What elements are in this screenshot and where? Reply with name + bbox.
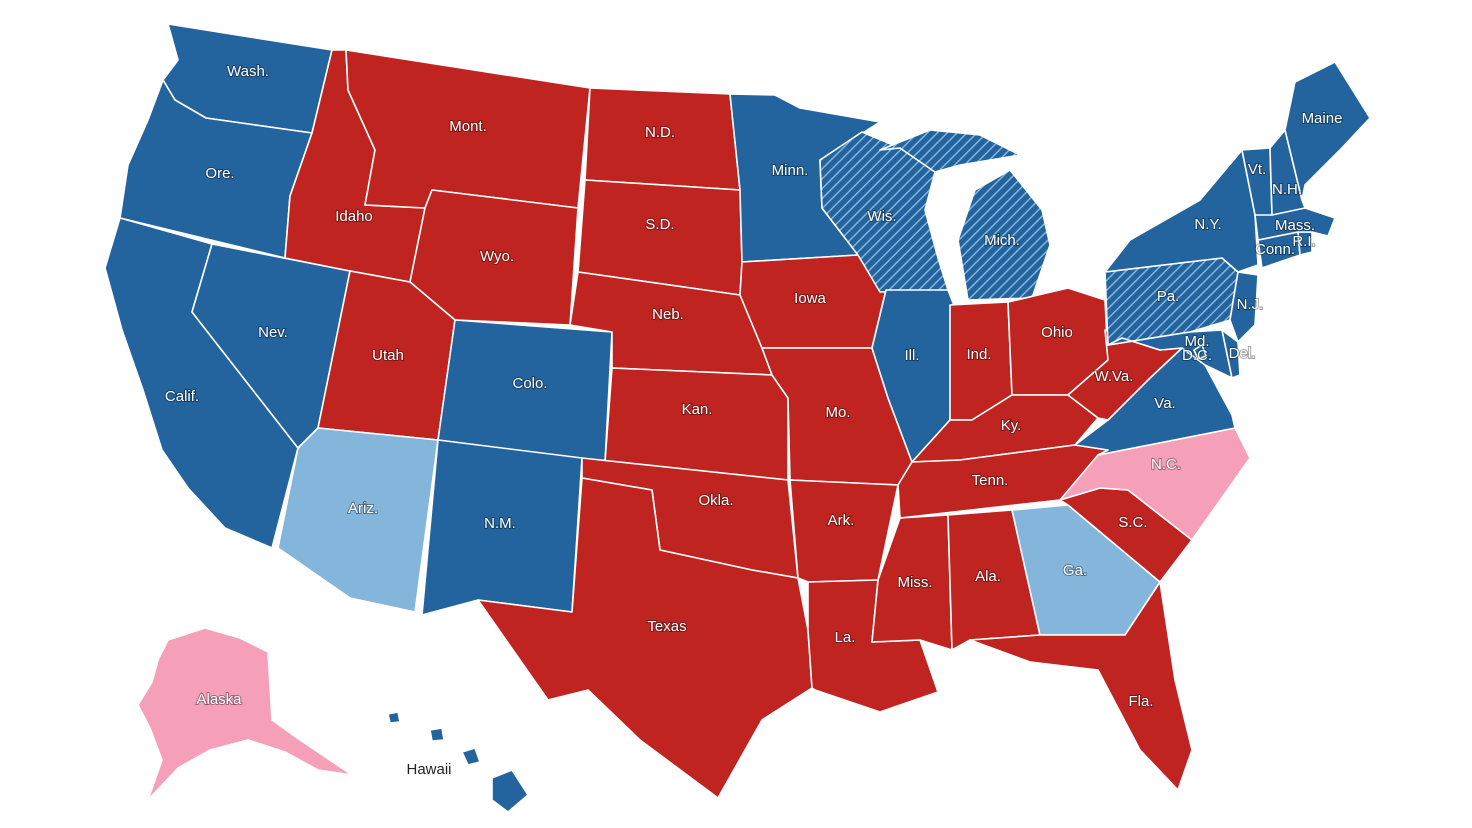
label-mn: Minn.	[772, 162, 809, 179]
state-nj[interactable]	[1229, 271, 1259, 343]
label-ms: Miss.	[898, 574, 933, 591]
label-ut: Utah	[372, 347, 404, 364]
label-ne: Neb.	[652, 306, 684, 323]
state-me[interactable]	[1284, 61, 1371, 201]
label-or: Ore.	[205, 165, 234, 182]
label-vt: Vt.	[1248, 161, 1266, 178]
label-ak: Alaska	[196, 691, 242, 708]
state-az[interactable]	[277, 427, 439, 613]
state-wi[interactable]	[819, 131, 949, 293]
label-co: Colo.	[512, 375, 547, 392]
state-hi-kauai[interactable]	[387, 711, 401, 724]
label-ny: N.Y.	[1194, 216, 1221, 233]
label-hi: Hawaii	[406, 761, 451, 778]
state-tx[interactable]	[477, 477, 813, 799]
state-ar[interactable]	[789, 479, 899, 583]
label-sd: S.D.	[645, 216, 674, 233]
label-wv: W.Va.	[1095, 368, 1134, 385]
label-pa: Pa.	[1157, 288, 1180, 305]
label-tn: Tenn.	[972, 472, 1009, 489]
label-va: Va.	[1154, 395, 1175, 412]
label-wy: Wyo.	[480, 248, 514, 265]
label-dc: D.C.	[1182, 347, 1212, 364]
state-nh[interactable]	[1269, 129, 1306, 216]
state-mi[interactable]	[957, 169, 1051, 301]
state-dc[interactable]	[1193, 344, 1207, 360]
state-ak[interactable]	[137, 627, 353, 801]
label-ky: Ky.	[1001, 417, 1022, 434]
state-ma[interactable]	[1254, 207, 1336, 241]
label-me: Maine	[1302, 110, 1343, 127]
state-ny[interactable]	[1104, 149, 1259, 273]
label-ct: Conn.	[1255, 241, 1295, 258]
state-fl[interactable]	[969, 581, 1193, 791]
label-il: Ill.	[905, 347, 920, 364]
label-de: Del.	[1229, 345, 1256, 362]
label-la: La.	[835, 629, 856, 646]
label-id: Idaho	[335, 208, 373, 225]
state-hi[interactable]	[491, 769, 529, 813]
label-al: Ala.	[975, 568, 1001, 585]
label-nj: N.J.	[1237, 296, 1264, 313]
label-ma: Mass.	[1275, 217, 1315, 234]
label-mo: Mo.	[825, 404, 850, 421]
state-ks[interactable]	[604, 367, 789, 481]
label-oh: Ohio	[1041, 324, 1073, 341]
label-sc: S.C.	[1118, 514, 1147, 531]
label-wi: Wis.	[867, 208, 896, 225]
state-de[interactable]	[1221, 329, 1241, 379]
label-ok: Okla.	[698, 492, 733, 509]
label-ks: Kan.	[682, 401, 713, 418]
label-md: Md.	[1184, 333, 1209, 350]
state-md[interactable]	[1107, 329, 1233, 379]
label-ca: Calif.	[165, 388, 199, 405]
label-wa: Wash.	[227, 63, 269, 80]
label-fl: Fla.	[1128, 693, 1153, 710]
state-hi-maui[interactable]	[461, 747, 481, 766]
label-nh: N.H.	[1272, 181, 1302, 198]
label-ga: Ga.	[1063, 562, 1087, 579]
label-nd: N.D.	[645, 124, 675, 141]
label-ar: Ark.	[828, 512, 855, 529]
label-tx: Texas	[647, 618, 686, 635]
label-ia: Iowa	[794, 290, 826, 307]
label-nv: Nev.	[258, 324, 288, 341]
label-nc: N.C.	[1151, 456, 1181, 473]
state-hi-oahu[interactable]	[429, 727, 445, 742]
label-mt: Mont.	[449, 118, 487, 135]
label-mi: Mich.	[984, 232, 1020, 249]
label-az: Ariz.	[348, 500, 378, 517]
state-mi-up[interactable]	[879, 129, 1021, 173]
label-nm: N.M.	[484, 515, 516, 532]
label-in: Ind.	[966, 346, 991, 363]
label-ri: R.I.	[1292, 233, 1315, 250]
